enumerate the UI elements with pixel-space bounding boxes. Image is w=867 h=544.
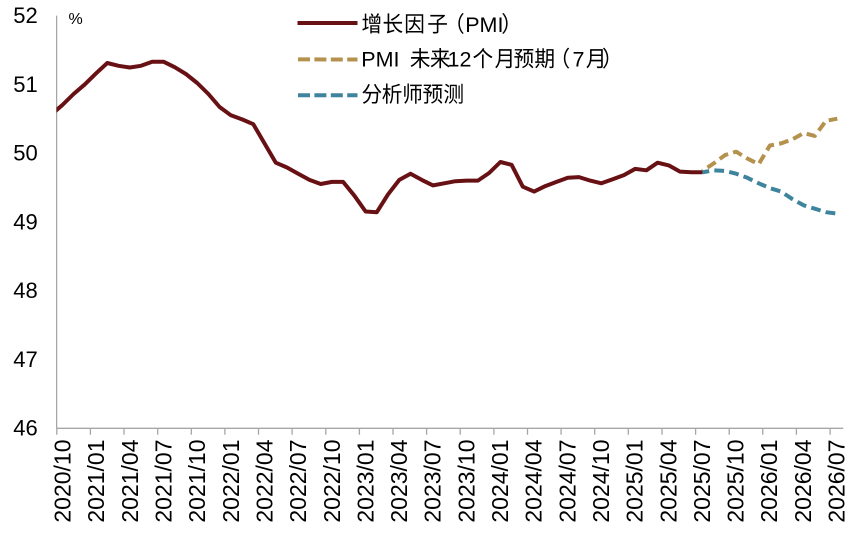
svg-text:2022/10: 2022/10 xyxy=(319,440,345,523)
svg-text:2024/07: 2024/07 xyxy=(554,440,580,523)
svg-text:2023/10: 2023/10 xyxy=(453,440,479,523)
svg-text:2024/10: 2024/10 xyxy=(588,440,614,523)
svg-text:49: 49 xyxy=(13,209,37,234)
svg-text:2022/04: 2022/04 xyxy=(252,439,278,522)
svg-text:51: 51 xyxy=(13,72,37,97)
svg-text:2022/01: 2022/01 xyxy=(218,440,244,523)
svg-text:47: 47 xyxy=(13,347,37,372)
svg-text:52: 52 xyxy=(13,3,37,28)
svg-text:2023/01: 2023/01 xyxy=(352,440,378,523)
svg-text:2026/01: 2026/01 xyxy=(756,440,782,523)
svg-text:2025/01: 2025/01 xyxy=(622,440,648,523)
svg-text:2022/07: 2022/07 xyxy=(285,440,311,523)
svg-text:%: % xyxy=(69,11,83,28)
svg-text:12: 12 xyxy=(448,48,472,72)
svg-text:7: 7 xyxy=(573,48,585,72)
svg-text:46: 46 xyxy=(13,416,37,441)
svg-text:2025/07: 2025/07 xyxy=(689,440,715,523)
svg-text:50: 50 xyxy=(13,141,37,166)
svg-text:2020/10: 2020/10 xyxy=(50,440,76,523)
svg-text:2023/07: 2023/07 xyxy=(420,440,446,523)
svg-text:2024/01: 2024/01 xyxy=(487,440,513,523)
svg-text:2025/10: 2025/10 xyxy=(723,440,749,523)
svg-text:2023/04: 2023/04 xyxy=(386,439,412,522)
svg-text:2021/01: 2021/01 xyxy=(83,440,109,523)
svg-text:48: 48 xyxy=(13,278,37,303)
svg-text:2026/07: 2026/07 xyxy=(824,440,850,523)
svg-text:PMI: PMI xyxy=(465,13,503,37)
svg-text:2021/10: 2021/10 xyxy=(184,440,210,523)
svg-text:PMI: PMI xyxy=(361,48,399,72)
svg-text:2021/04: 2021/04 xyxy=(117,439,143,522)
svg-text:2026/04: 2026/04 xyxy=(790,439,816,522)
svg-text:2025/04: 2025/04 xyxy=(655,439,681,522)
svg-text:2024/04: 2024/04 xyxy=(521,439,547,522)
svg-text:2021/07: 2021/07 xyxy=(151,440,177,523)
